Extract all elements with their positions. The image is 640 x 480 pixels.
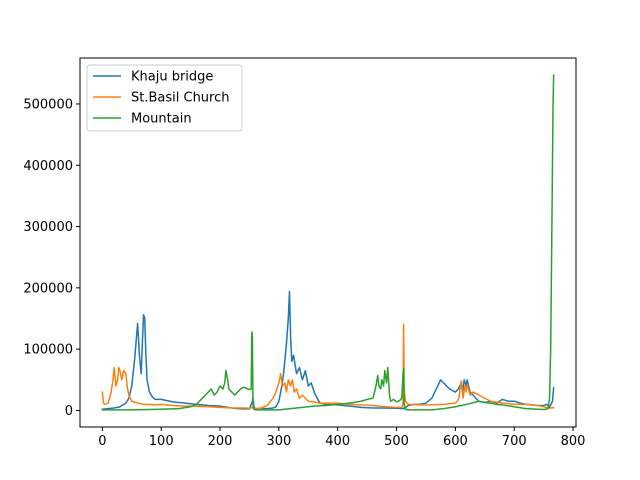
series-line-mountain bbox=[101, 74, 555, 411]
y-tick-label: 300000 bbox=[23, 220, 73, 235]
legend-label: Khaju bridge bbox=[131, 70, 213, 85]
y-tick-label: 0 bbox=[65, 404, 73, 419]
x-tick-label: 200 bbox=[208, 434, 233, 449]
x-tick-label: 800 bbox=[561, 434, 586, 449]
x-tick-label: 100 bbox=[149, 434, 174, 449]
y-tick-label: 500000 bbox=[23, 97, 73, 112]
legend-box bbox=[86, 64, 243, 132]
y-axis: 0 100000 200000 300000 400000 500000 bbox=[23, 97, 80, 419]
series-line-st-basil-church bbox=[101, 323, 555, 410]
series-line-khaju-bridge bbox=[101, 290, 555, 411]
legend: Khaju bridge St.Basil Church Mountain bbox=[86, 64, 243, 132]
x-tick-label: 0 bbox=[98, 434, 106, 449]
y-tick-label: 400000 bbox=[23, 159, 73, 174]
x-tick-label: 400 bbox=[325, 434, 350, 449]
y-tick-label: 100000 bbox=[23, 343, 73, 358]
x-tick-label: 500 bbox=[384, 434, 409, 449]
x-axis: 0 100 200 300 400 500 600 700 800 bbox=[98, 427, 585, 449]
plot-frame bbox=[79, 57, 577, 428]
x-tick-label: 700 bbox=[502, 434, 527, 449]
y-tick-label: 200000 bbox=[23, 281, 73, 296]
series-layer bbox=[101, 74, 555, 411]
legend-label: St.Basil Church bbox=[131, 91, 230, 106]
x-tick-label: 600 bbox=[443, 434, 468, 449]
x-tick-label: 300 bbox=[266, 434, 291, 449]
legend-label: Mountain bbox=[131, 112, 192, 127]
